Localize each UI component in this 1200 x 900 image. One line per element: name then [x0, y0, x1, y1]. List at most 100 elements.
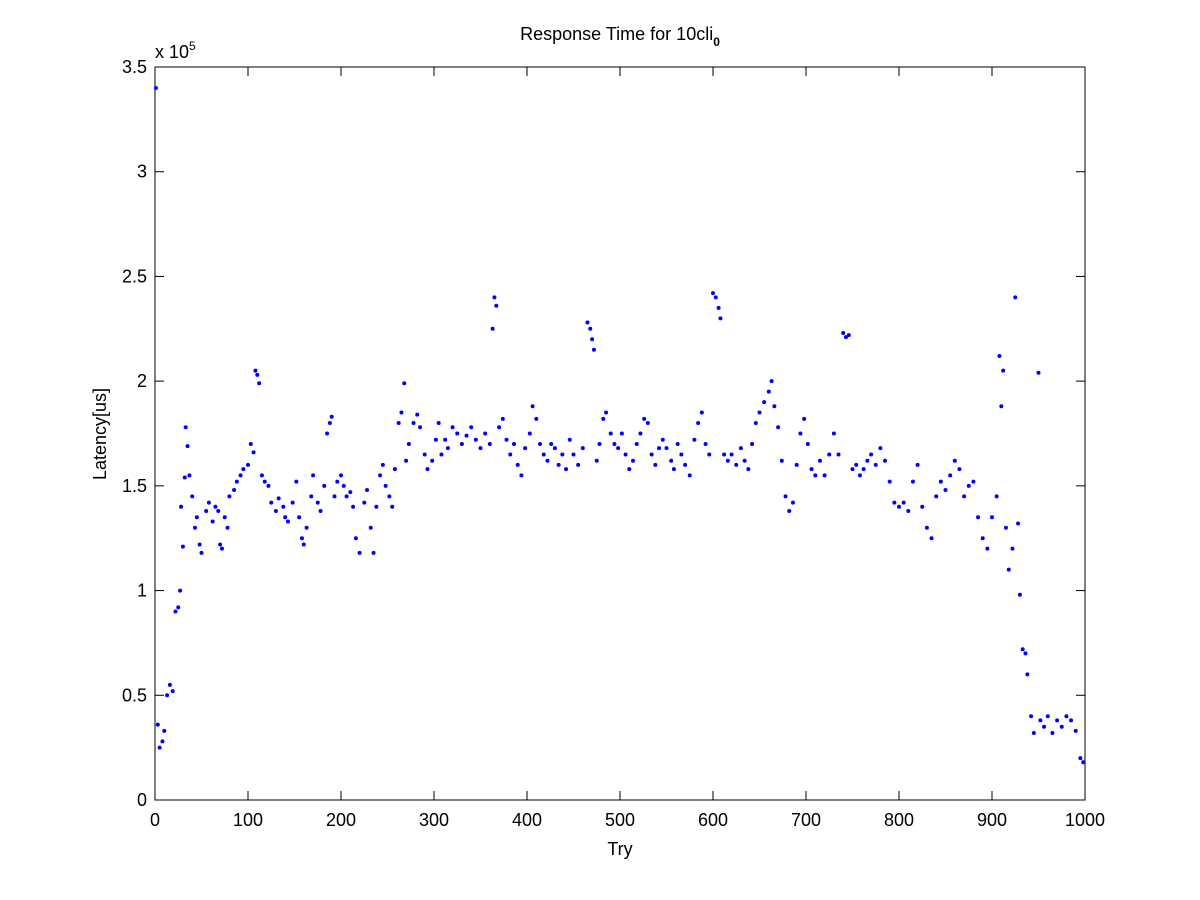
x-tick-label: 700 [791, 810, 821, 830]
scatter-point [660, 437, 665, 442]
scatter-point [299, 536, 304, 541]
scatter-point [487, 441, 492, 446]
scatter-point [802, 416, 807, 421]
scatter-point [219, 546, 224, 551]
scatter-point [552, 446, 557, 451]
scatter-point [259, 473, 264, 478]
scatter-point [948, 473, 953, 478]
scatter-point [225, 525, 230, 530]
scatter-point [290, 500, 295, 505]
scatter-point [679, 452, 684, 457]
scatter-point [204, 508, 209, 513]
scatter-point [1025, 672, 1030, 677]
scatter-point [162, 728, 167, 733]
scatter-point [478, 446, 483, 451]
scatter-point [160, 739, 165, 744]
scatter-point [206, 500, 211, 505]
multiplier-base: x 10 [155, 42, 189, 62]
scatter-point [612, 441, 617, 446]
scatter-point [934, 494, 939, 499]
scatter-point [1016, 521, 1021, 526]
scatter-point [854, 462, 859, 467]
scatter-point [415, 412, 420, 417]
scatter-point [616, 446, 621, 451]
scatter-point [915, 462, 920, 467]
scatter-point [997, 354, 1002, 359]
scatter-point [351, 504, 356, 509]
scatter-point [836, 452, 841, 457]
scatter-point [865, 458, 870, 463]
x-tick-label: 500 [605, 810, 635, 830]
scatter-point [406, 441, 411, 446]
scatter-point [353, 536, 358, 541]
scatter-point [341, 483, 346, 488]
scatter-point [459, 441, 464, 446]
scatter-point [218, 542, 223, 547]
scatter-point [185, 444, 190, 449]
scatter-point [716, 305, 721, 310]
scatter-point [742, 458, 747, 463]
scatter-point [315, 500, 320, 505]
multiplier-exponent: 5 [189, 39, 196, 53]
scatter-point [500, 416, 505, 421]
scatter-point [178, 588, 183, 593]
scatter-point [450, 425, 455, 430]
scatter-point [390, 504, 395, 509]
scatter-point [1064, 714, 1069, 719]
scatter-point [906, 508, 911, 513]
scatter-point [798, 431, 803, 436]
scatter-point [779, 458, 784, 463]
scatter-point [455, 431, 460, 436]
scatter-point [483, 431, 488, 436]
scatter-point [1020, 647, 1025, 652]
scatter-point [734, 462, 739, 467]
scatter-point [294, 479, 299, 484]
scatter-point [227, 494, 232, 499]
scatter-point [725, 458, 730, 463]
x-tick-label: 1000 [1065, 810, 1105, 830]
scatter-point [251, 450, 256, 455]
scatter-point [508, 452, 513, 457]
scatter-point [383, 483, 388, 488]
scatter-point [1010, 546, 1015, 551]
scatter-point [831, 431, 836, 436]
scatter-point [425, 467, 430, 472]
x-tick-label: 800 [884, 810, 914, 830]
scatter-point [664, 446, 669, 451]
scatter-point [1023, 651, 1028, 656]
scatter-point [718, 316, 723, 321]
scatter-point [497, 425, 502, 430]
scatter-point [283, 515, 288, 520]
scatter-point [762, 400, 767, 405]
scatter-point [365, 488, 370, 493]
scatter-point [309, 494, 314, 499]
x-axis-label: Try [607, 839, 632, 859]
scatter-point [155, 722, 160, 727]
scatter-point [371, 550, 376, 555]
scatter-point [772, 404, 777, 409]
scatter-point [649, 452, 654, 457]
scatter-point [1042, 724, 1047, 729]
scatter-point [301, 542, 306, 547]
scatter-point [210, 519, 215, 524]
scatter-point [567, 437, 572, 442]
scatter-point [657, 446, 662, 451]
scatter-point [255, 372, 260, 377]
scatter-point [757, 410, 762, 415]
scatter-point [222, 515, 227, 520]
scatter-point [418, 425, 423, 430]
scatter-point [399, 410, 404, 415]
x-tick-label: 200 [326, 810, 356, 830]
scatter-point [187, 473, 192, 478]
scatter-point [335, 479, 340, 484]
scatter-point [380, 462, 385, 467]
scatter-point [675, 441, 680, 446]
y-tick-label: 3.5 [122, 57, 147, 77]
scatter-point [892, 500, 897, 505]
scatter-point [433, 437, 438, 442]
scatter-point [776, 425, 781, 430]
scatter-point [180, 544, 185, 549]
y-tick-label: 1 [137, 581, 147, 601]
scatter-point [699, 410, 704, 415]
